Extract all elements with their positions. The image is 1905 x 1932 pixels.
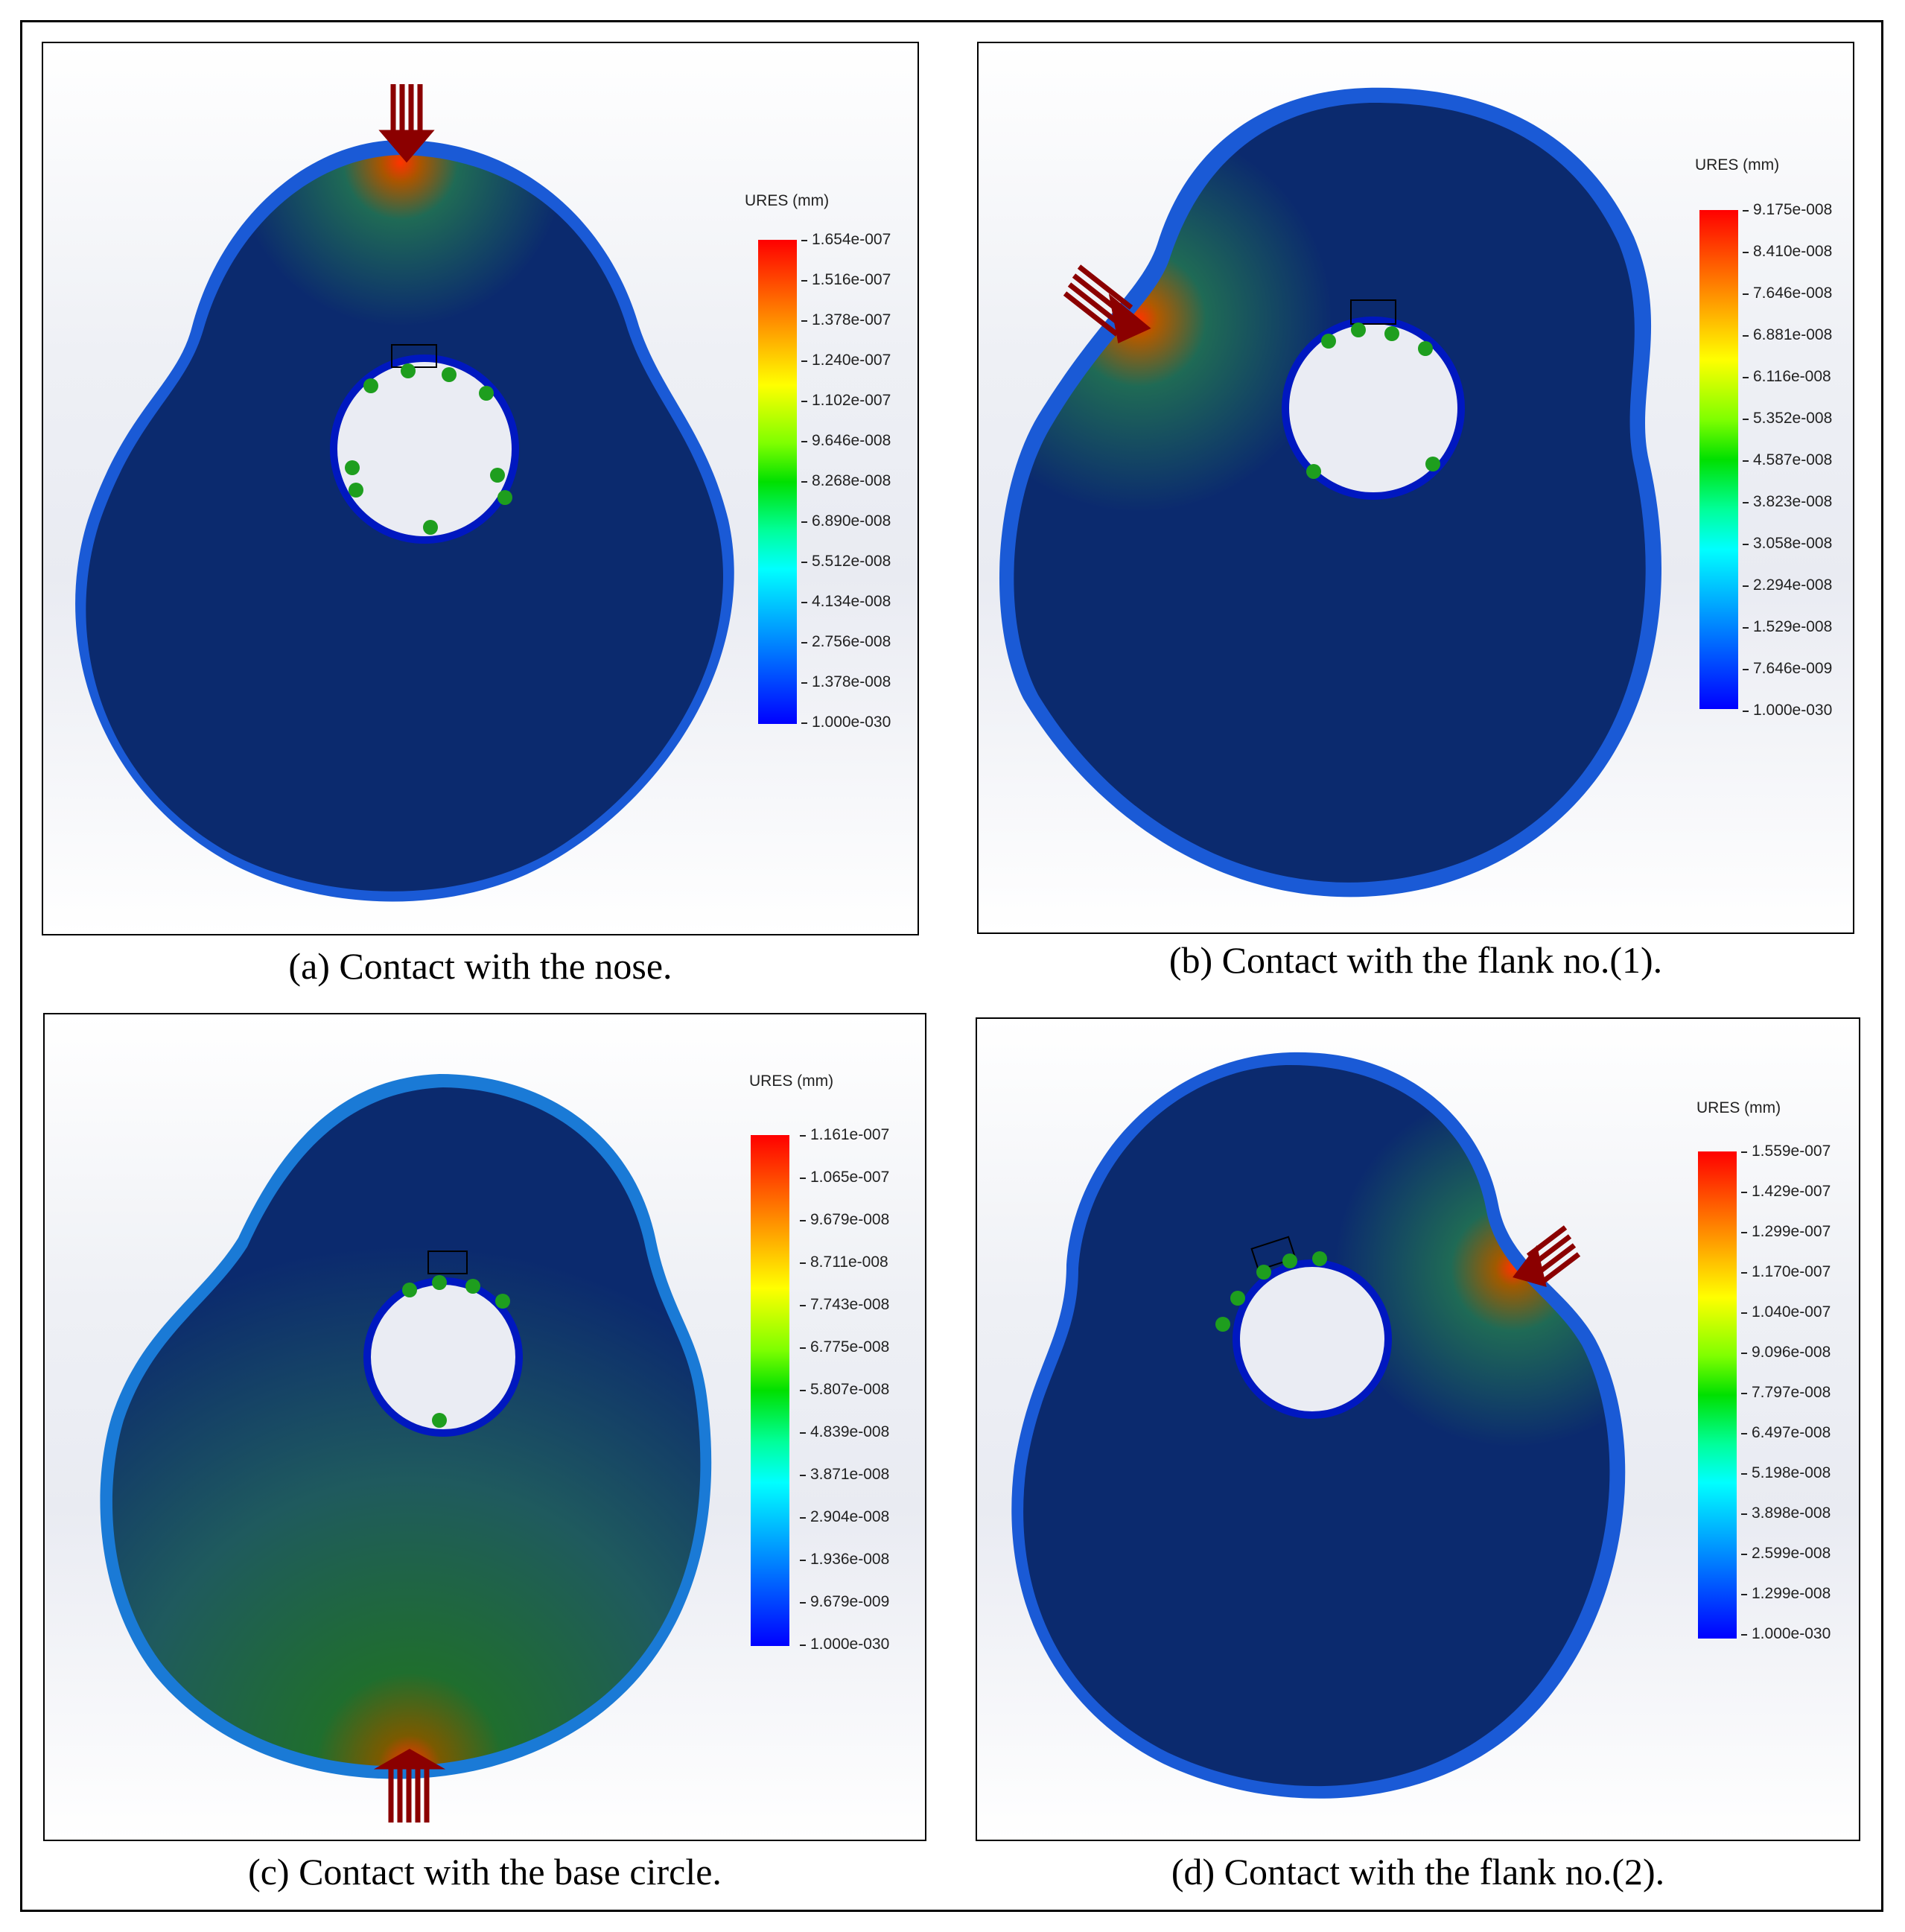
legend-tick-d: 1.299e-007: [1740, 1223, 1831, 1240]
bore-b: [1282, 317, 1465, 500]
legend-title-a: URES (mm): [745, 192, 830, 209]
legend-title-d: URES (mm): [1696, 1099, 1781, 1116]
legend-tick-a: 1.654e-007: [801, 231, 891, 248]
panel-c: URES (mm) 1.161e-007 1.065e-007 9.679e-0…: [43, 1013, 926, 1841]
legend-tick-b: 7.646e-008: [1742, 285, 1833, 302]
legend-tick-a: 1.378e-007: [801, 311, 891, 328]
load-arrows-c: [373, 1748, 446, 1823]
legend-tick-b: 4.587e-008: [1742, 451, 1833, 468]
fixture-markers-c: [402, 1275, 510, 1428]
bore-a: [330, 355, 519, 544]
fixture-markers-d: [1215, 1251, 1327, 1332]
load-arrows-a: [378, 84, 435, 163]
keyway-b: [1350, 299, 1396, 325]
colorbar-c: [751, 1135, 789, 1646]
legend-tick-c: 1.000e-030: [799, 1636, 890, 1653]
legend-tick-c: 5.807e-008: [799, 1381, 890, 1398]
legend-tick-b: 8.410e-008: [1742, 243, 1833, 260]
legend-tick-c: 9.679e-009: [799, 1593, 890, 1610]
cam-displacement-plot-c: [100, 1074, 712, 1823]
legend-tick-d: 9.096e-008: [1740, 1344, 1831, 1361]
panel-d: URES (mm) 1.559e-007 1.429e-007 1.299e-0…: [976, 1017, 1860, 1841]
legend-tick-c: 7.743e-008: [799, 1296, 890, 1313]
legend-tick-c: 1.936e-008: [799, 1551, 890, 1568]
legend-tick-a: 1.516e-007: [801, 271, 891, 288]
fixture-markers-b: [1306, 322, 1440, 479]
fixture-markers-a: [345, 363, 512, 535]
legend-tick-c: 8.711e-008: [800, 1253, 888, 1271]
caption-a: (a) Contact with the nose.: [288, 945, 672, 987]
cam-displacement-plot-d: [1011, 1052, 1626, 1799]
legend-tick-c: 4.839e-008: [799, 1423, 890, 1440]
panel-b: URES (mm) 9.175e-008 8.410e-008 7.646e-0…: [977, 42, 1854, 934]
legend-tick-b: 1.000e-030: [1742, 702, 1833, 719]
legend-tick-a: 1.240e-007: [801, 352, 891, 369]
legend-tick-a: 6.890e-008: [801, 512, 891, 530]
caption-c: (c) Contact with the base circle.: [248, 1851, 722, 1893]
legend-title-b: URES (mm): [1695, 156, 1780, 174]
legend-tick-c: 6.775e-008: [799, 1338, 890, 1356]
legend-tick-d: 1.170e-007: [1740, 1263, 1831, 1280]
legend-tick-a: 1.102e-007: [801, 392, 891, 409]
figure-frame: [20, 20, 1883, 1912]
bore-d: [1233, 1259, 1392, 1419]
legend-tick-b: 6.881e-008: [1742, 326, 1833, 343]
legend-tick-b: 5.352e-008: [1742, 410, 1833, 427]
legend-tick-a: 2.756e-008: [801, 633, 891, 650]
legend-tick-b: 2.294e-008: [1742, 576, 1833, 594]
legend-tick-b: 1.529e-008: [1742, 618, 1833, 635]
legend-tick-b: 7.646e-009: [1742, 660, 1833, 677]
cam-displacement-plot-a: [75, 84, 734, 902]
load-arrows-b: [1063, 264, 1151, 344]
load-arrows-d: [1513, 1225, 1581, 1287]
legend-tick-b: 6.116e-008: [1743, 368, 1831, 385]
legend-tick-d: 5.198e-008: [1740, 1464, 1831, 1481]
colorbar-b: [1699, 210, 1738, 709]
legend-tick-c: 1.161e-007: [799, 1126, 890, 1143]
colorbar-a: [758, 240, 797, 724]
legend-tick-d: 7.797e-008: [1740, 1384, 1831, 1401]
legend-tick-d: 1.559e-007: [1740, 1143, 1831, 1160]
legend-tick-a: 1.000e-030: [801, 714, 891, 731]
panel-a: URES (mm) 1.654e-007 1.516e-007 1.378e-0…: [42, 42, 919, 935]
legend-tick-d: 3.898e-008: [1740, 1504, 1831, 1522]
colorbar-d: [1698, 1151, 1737, 1639]
caption-b: (b) Contact with the flank no.(1).: [1168, 939, 1663, 981]
legend-tick-c: 3.871e-008: [799, 1466, 890, 1483]
legend-tick-b: 3.058e-008: [1742, 535, 1833, 552]
legend-tick-a: 5.512e-008: [801, 553, 891, 570]
legend-tick-d: 6.497e-008: [1740, 1424, 1831, 1441]
legend-title-c: URES (mm): [749, 1073, 834, 1090]
legend-tick-d: 1.040e-007: [1740, 1303, 1831, 1321]
legend-tick-a: 9.646e-008: [801, 432, 891, 449]
legend-tick-c: 9.679e-008: [799, 1211, 890, 1228]
legend-tick-b: 9.175e-008: [1742, 201, 1833, 218]
keyway-c: [427, 1251, 468, 1274]
cam-body-b: [1014, 102, 1646, 883]
legend-tick-c: 2.904e-008: [799, 1508, 890, 1525]
legend-tick-d: 1.429e-007: [1740, 1183, 1831, 1200]
legend-tick-d: 2.599e-008: [1740, 1545, 1831, 1562]
legend-tick-a: 4.134e-008: [801, 593, 891, 610]
caption-d: (d) Contact with the flank no.(2).: [1171, 1851, 1665, 1893]
legend-tick-b: 3.823e-008: [1742, 493, 1833, 510]
legend-tick-d: 1.299e-008: [1740, 1585, 1831, 1602]
legend-tick-a: 8.268e-008: [801, 472, 891, 489]
legend-tick-a: 1.378e-008: [801, 673, 891, 690]
legend-tick-d: 1.000e-030: [1740, 1625, 1831, 1642]
keyway-d: [1250, 1236, 1297, 1271]
legend-tick-c: 1.065e-007: [799, 1169, 890, 1186]
cam-displacement-plot-b: [999, 87, 1662, 897]
cam-body-d: [1023, 1064, 1610, 1787]
